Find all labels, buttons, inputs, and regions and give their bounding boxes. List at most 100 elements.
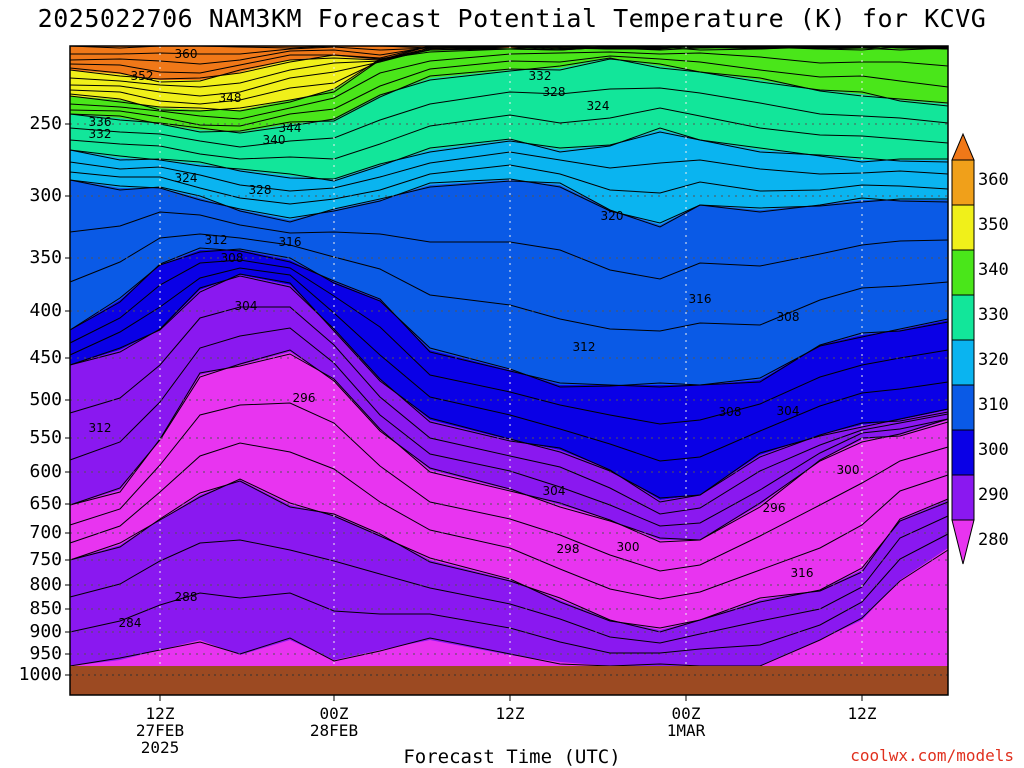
color-band xyxy=(70,480,948,666)
contour-label: 300 xyxy=(837,463,860,477)
y-tick-label: 850 xyxy=(29,598,62,619)
y-tick-label: 250 xyxy=(29,113,62,134)
contour-line xyxy=(69,327,949,527)
colorbar-segment xyxy=(951,204,975,251)
contour-line xyxy=(69,259,949,425)
ground-fill xyxy=(70,666,948,695)
contour-line xyxy=(69,45,948,112)
y-tick-label: 300 xyxy=(29,185,62,206)
y-tick-label: 800 xyxy=(29,574,62,595)
y-tick-label: 1000 xyxy=(18,664,62,685)
colorbar-tick-label: 280 xyxy=(978,530,1009,550)
colorbar-tick-label: 290 xyxy=(978,485,1009,505)
x-tick-line: 27FEB xyxy=(135,721,185,740)
contour-label: 332 xyxy=(89,127,112,141)
contour-label: 340 xyxy=(263,133,286,147)
x-tick-line: 00Z xyxy=(319,704,349,723)
contour-label: 344 xyxy=(279,121,302,135)
colorbar-segment xyxy=(951,249,975,296)
contour-label: 352 xyxy=(131,69,154,83)
x-tick-line: 00Z xyxy=(671,704,701,723)
colorbar-segment xyxy=(951,339,975,386)
contour-label: 348 xyxy=(219,91,242,105)
plot-frame xyxy=(65,45,949,701)
contour-label: 312 xyxy=(89,421,112,435)
contour-line xyxy=(69,275,949,503)
y-tick-label: 650 xyxy=(29,493,62,514)
chart-title: 2025022706 NAM3KM Forecast Potential Tem… xyxy=(37,4,987,33)
contour-line xyxy=(69,57,949,134)
plot-border xyxy=(69,45,949,696)
x-tick-line: 12Z xyxy=(847,704,877,723)
colorbar-bottom-arrow xyxy=(951,519,975,565)
colorbar-tick-label: 340 xyxy=(978,260,1009,280)
y-tick-label: 450 xyxy=(29,347,62,368)
y-tick-label: 900 xyxy=(29,621,62,642)
contour-label: 298 xyxy=(557,542,580,556)
colorbar-segment xyxy=(951,159,975,206)
y-tick-label: 750 xyxy=(29,549,62,570)
x-tick-line: 12Z xyxy=(145,704,175,723)
colorbar-segment xyxy=(951,429,975,476)
contour-label: 312 xyxy=(205,233,228,247)
contour-label: 316 xyxy=(689,292,712,306)
x-tick-line: 28FEB xyxy=(309,721,359,740)
contour-line xyxy=(69,402,949,572)
contour-line xyxy=(69,306,949,515)
contour-label: 304 xyxy=(235,299,258,313)
color-band xyxy=(70,46,948,132)
y-tick-label: 350 xyxy=(29,247,62,268)
contour-line xyxy=(69,107,949,160)
y-tick-label: 550 xyxy=(29,427,62,448)
contour-label: 324 xyxy=(587,99,610,113)
contour-label: 296 xyxy=(293,391,316,405)
contour-label: 288 xyxy=(175,590,198,604)
colorbar-tick-label: 350 xyxy=(978,215,1009,235)
x-tick-line: 12Z xyxy=(495,704,525,723)
contour-line xyxy=(69,442,949,600)
credit-link[interactable]: coolwx.com/models xyxy=(850,746,1014,765)
colorbar-segment xyxy=(951,294,975,341)
x-tick-line: 1MAR xyxy=(666,721,706,740)
contour-label: 316 xyxy=(279,235,302,249)
contour-label: 328 xyxy=(543,85,566,99)
color-band xyxy=(70,180,948,385)
color-band xyxy=(70,275,948,540)
colorbar-segment xyxy=(951,474,975,521)
contour-label: 360 xyxy=(175,47,198,61)
contour-label: 300 xyxy=(617,540,640,554)
contour-line xyxy=(69,353,949,543)
contour-line xyxy=(69,549,949,667)
contour-label: 336 xyxy=(89,115,112,129)
colorbar-tick-label: 300 xyxy=(978,440,1009,460)
contour-label: 332 xyxy=(529,69,552,83)
colorbar-tick-label: 330 xyxy=(978,305,1009,325)
contour-line xyxy=(69,480,949,633)
contour-label: 304 xyxy=(777,404,800,418)
colorbar-tick-label: 360 xyxy=(978,170,1009,190)
x-axis-label: Forecast Time (UTC) xyxy=(403,746,621,768)
colorbar-segment xyxy=(951,384,975,431)
contour-label: 328 xyxy=(249,183,272,197)
x-tick-label: 00Z 1MAR xyxy=(641,705,731,739)
color-band xyxy=(70,46,948,80)
colorbar xyxy=(951,132,975,565)
contour-label: 312 xyxy=(573,340,596,354)
y-tick-label: 500 xyxy=(29,389,62,410)
colorbar-tick-label: 310 xyxy=(978,395,1009,415)
x-tick-label: 12Z 27FEB 2025 xyxy=(115,705,205,756)
color-band xyxy=(70,58,948,180)
contour-label: 320 xyxy=(601,209,624,223)
contour-label: 304 xyxy=(543,484,566,498)
y-tick-label: 950 xyxy=(29,643,62,664)
color-band xyxy=(70,130,948,225)
grid-lines xyxy=(70,46,948,695)
contour-line xyxy=(69,267,949,462)
x-tick-label: 00Z 28FEB xyxy=(289,705,379,739)
ground-layer xyxy=(70,666,948,695)
x-tick-label: 12Z xyxy=(465,705,555,722)
contour-label: 296 xyxy=(763,501,786,515)
colorbar-top-arrow xyxy=(951,132,975,161)
